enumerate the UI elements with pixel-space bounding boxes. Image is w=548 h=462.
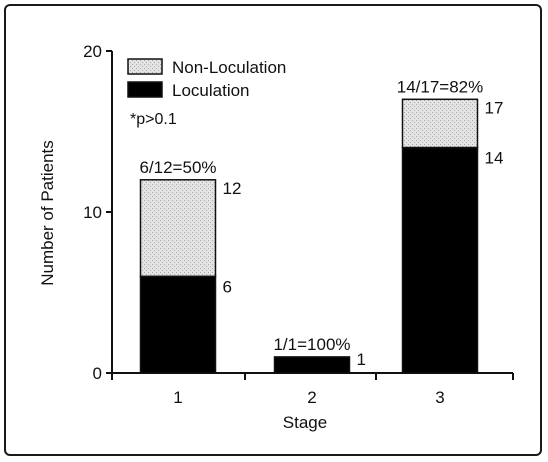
percent-label: 1/1=100% (273, 335, 350, 354)
legend-swatch (127, 81, 163, 98)
bars (139, 98, 479, 374)
percent-label: 14/17=82% (397, 77, 484, 96)
bar-loculation (401, 146, 479, 374)
legend-label: Loculation (172, 81, 250, 100)
legend: Non-Loculation Loculation *p>0.1 (127, 58, 286, 128)
legend-note: *p>0.1 (130, 111, 177, 128)
loculation-label: 6 (223, 277, 232, 296)
x-tick-label: 2 (307, 388, 316, 407)
y-tick-label: 20 (83, 42, 102, 61)
total-label: 12 (223, 179, 242, 198)
loculation-label: 1 (357, 350, 366, 369)
bar-loculation (139, 275, 217, 374)
data-labels: 12 6 6/12=50% 1 1/1=100% 17 14 14/17=82% (139, 77, 503, 369)
legend-swatch (127, 58, 163, 75)
bar-loculation (273, 356, 351, 374)
percent-label: 6/12=50% (139, 158, 216, 177)
y-axis-title: Number of Patients (38, 140, 57, 286)
total-label: 17 (485, 98, 504, 117)
y-tick-label: 0 (93, 364, 102, 383)
loculation-label: 14 (485, 149, 504, 168)
x-tick-label: 3 (435, 388, 444, 407)
x-tick-label: 1 (173, 388, 182, 407)
y-tick-label: 10 (83, 203, 102, 222)
x-axis-title: Stage (283, 413, 327, 432)
bar-non-loculation (401, 98, 479, 149)
legend-label: Non-Loculation (172, 58, 286, 77)
bar-non-loculation (139, 179, 217, 278)
